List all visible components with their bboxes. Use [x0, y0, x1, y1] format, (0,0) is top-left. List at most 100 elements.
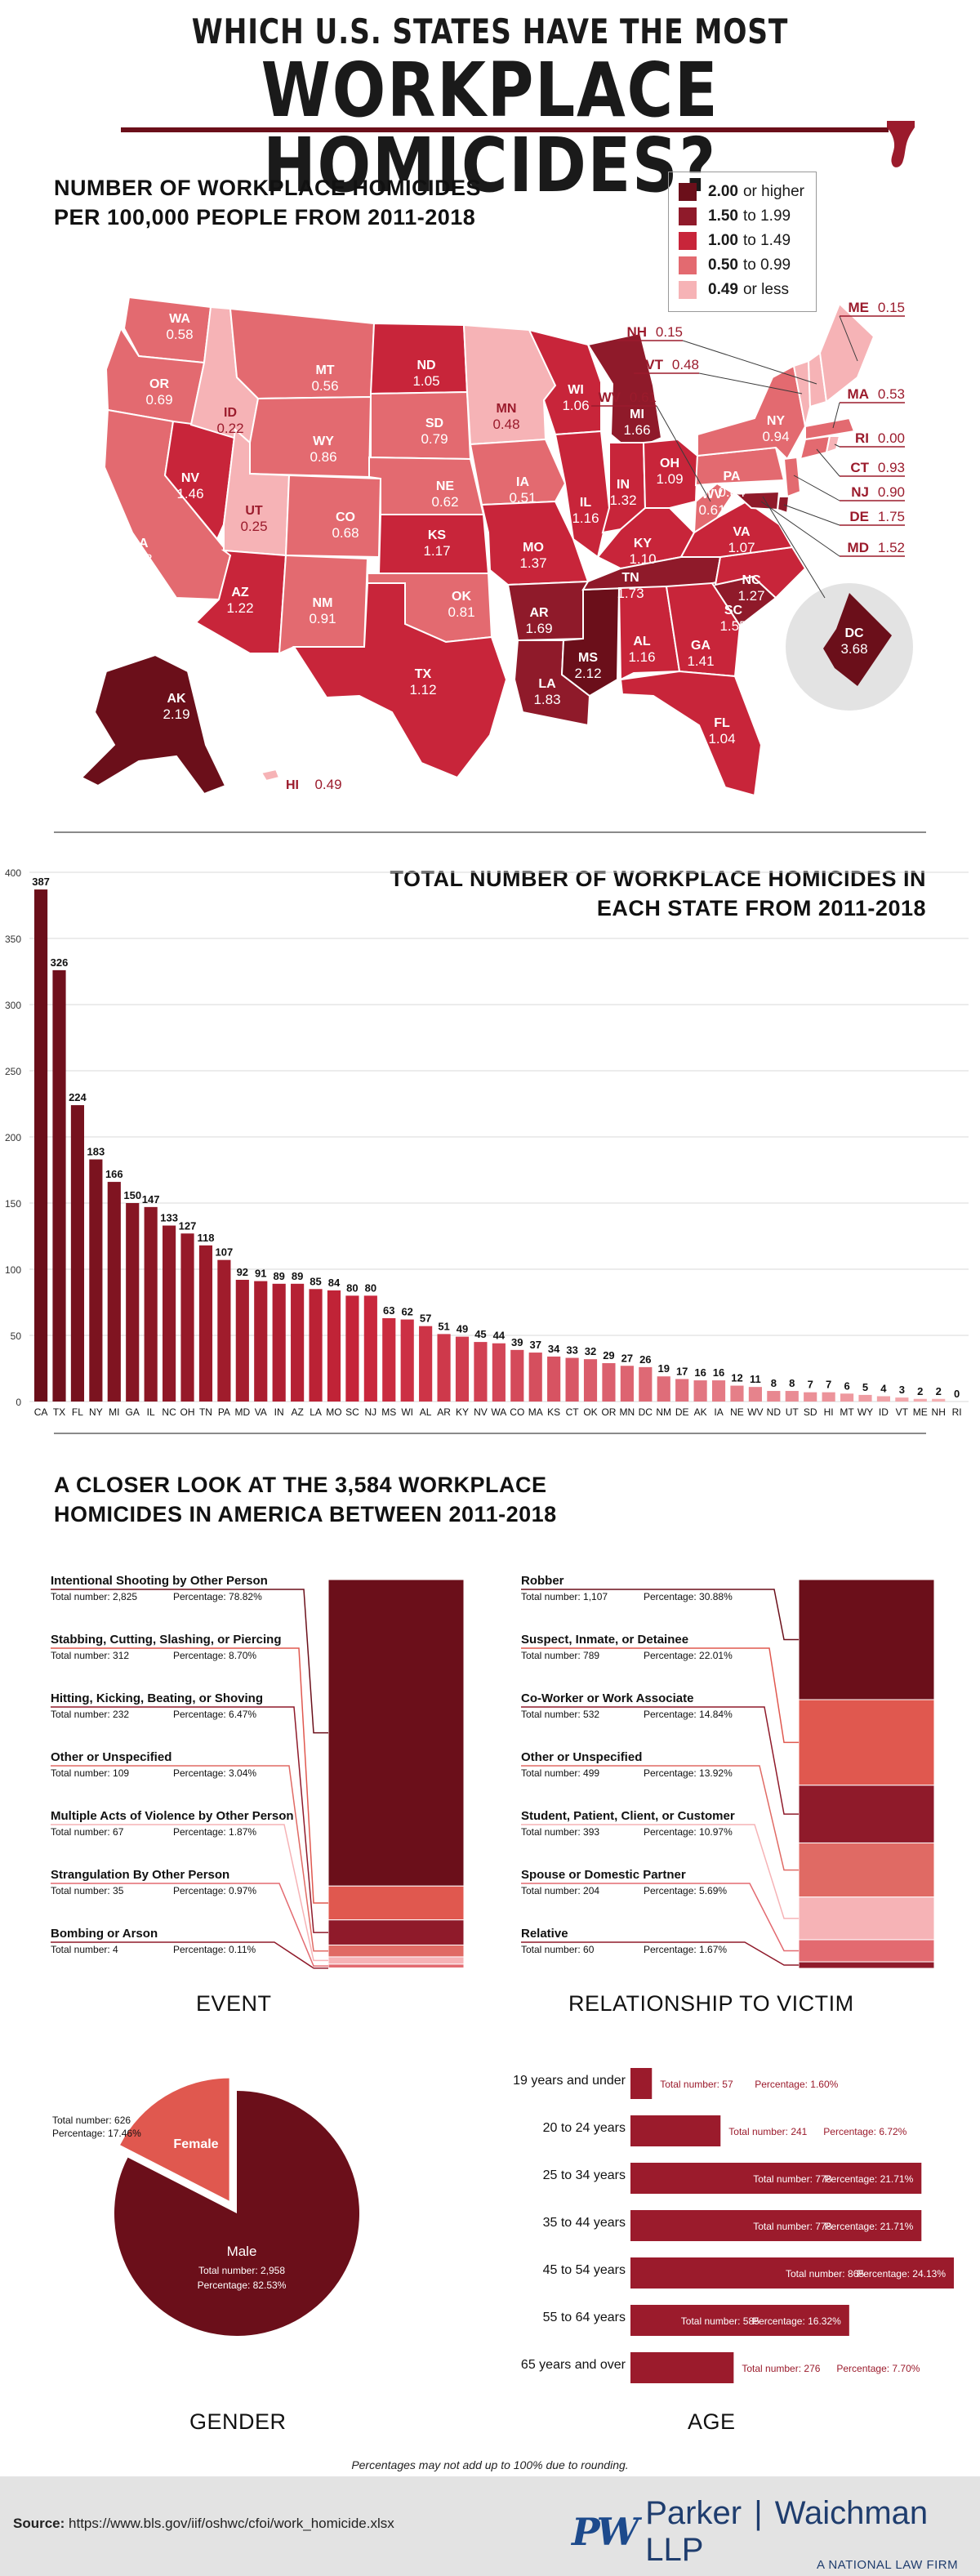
state-rate: 1.09 — [656, 471, 683, 487]
state-label-mi: MI1.66 — [623, 408, 650, 438]
source-link[interactable]: https://www.bls.gov/iif/oshwc/cfoi/work_… — [69, 2516, 394, 2531]
state-abbr: GA — [691, 639, 710, 653]
x-tick-label: CT — [566, 1406, 580, 1418]
callout-abbr: DE — [849, 509, 869, 524]
state-tx — [292, 582, 508, 779]
bar-value-label: 84 — [328, 1277, 341, 1289]
state-abbr: VA — [733, 525, 750, 539]
map-states: WA0.58OR0.69CA0.98NV1.46ID0.22MT0.56WY0.… — [80, 296, 875, 797]
bar-value-label: 387 — [32, 876, 50, 888]
section-divider-1 — [54, 831, 926, 833]
y-tick-label: 200 — [5, 1132, 21, 1143]
age-total: Total number: 865 — [786, 2268, 864, 2280]
state-wy — [249, 395, 372, 479]
state-label-va: VA1.07 — [728, 525, 755, 555]
state-ct — [799, 435, 831, 461]
legend-swatch — [679, 256, 697, 274]
bar-oh — [180, 1233, 194, 1402]
state-label-in: IN1.32 — [609, 478, 636, 508]
relationship-pct: Percentage: 14.84% — [644, 1709, 733, 1720]
relationship-total: Total number: 1,107 — [521, 1591, 608, 1602]
age-pct: Percentage: 1.60% — [755, 2079, 838, 2090]
dc-inset: DC3.68 — [762, 496, 913, 711]
event-label: Strangulation By Other Person — [51, 1868, 229, 1882]
callout-ma: MA 0.53 — [832, 386, 905, 429]
hi-label: HI 0.49 — [286, 777, 342, 792]
bar-value-label: 118 — [197, 1232, 214, 1244]
state-rate: 1.46 — [176, 486, 203, 501]
bar-value-label: 57 — [420, 1313, 431, 1325]
callout-leader — [783, 504, 840, 526]
age-label: 20 to 24 years — [543, 2121, 626, 2135]
relationship-label: Robber — [521, 1574, 564, 1588]
y-tick-label: 250 — [5, 1066, 21, 1077]
x-tick-label: NH — [932, 1406, 946, 1418]
pie-total-female: Total number: 626 — [52, 2115, 131, 2126]
state-abbr: MS — [578, 651, 598, 665]
bar-pa — [217, 1259, 231, 1402]
state-label-co: CO0.68 — [332, 510, 359, 541]
state-rate: 1.10 — [629, 551, 656, 567]
bar-value-label: 85 — [310, 1275, 321, 1287]
state-rate: 3.68 — [840, 641, 867, 657]
age-bar — [630, 2163, 922, 2194]
legend-swatch — [679, 183, 697, 201]
legend-label: to 1.49 — [742, 232, 791, 249]
bar-value-label: 51 — [438, 1320, 449, 1332]
x-tick-label: CA — [34, 1406, 48, 1418]
age-pct: Percentage: 16.32% — [752, 2315, 841, 2327]
firm-logo-mark: PW — [572, 2510, 639, 2554]
state-rate: 0.86 — [310, 449, 336, 465]
state-ak — [80, 653, 227, 796]
callout-vt: VT 0.48 — [634, 357, 803, 394]
x-tick-label: NY — [89, 1406, 103, 1418]
map-heading: NUMBER OF WORKPLACE HOMICIDES PER 100,00… — [54, 173, 481, 232]
state-abbr: ND — [416, 359, 435, 372]
bar-wv — [748, 1387, 762, 1402]
state-rate: 1.04 — [708, 731, 735, 747]
event-row: Bombing or Arson Total number: 4 Percentag… — [51, 1927, 328, 1969]
bar-nj — [363, 1295, 377, 1402]
relationship-segment — [798, 1939, 935, 1963]
x-tick-label: MO — [326, 1406, 341, 1418]
y-tick-label: 400 — [5, 867, 21, 879]
y-tick-label: 50 — [11, 1330, 22, 1342]
callout-abbr: WV — [599, 390, 621, 405]
callout-rate: 0.00 — [878, 430, 905, 446]
breakdown-charts: Intentional Shooting by Other Person Tota… — [51, 1574, 954, 2383]
relationship-label: Suspect, Inmate, or Detainee — [521, 1633, 688, 1647]
state-label-nc: NC1.27 — [737, 573, 764, 604]
relationship-pct: Percentage: 22.01% — [644, 1650, 733, 1661]
legend-label: or less — [742, 281, 789, 298]
event-segment — [327, 1963, 465, 1968]
age-total: Total number: 778 — [753, 2221, 831, 2232]
bar-value-label: 63 — [383, 1304, 394, 1317]
pie-total-male: Total number: 2,958 — [198, 2265, 285, 2276]
state-abbr: HI — [286, 778, 299, 792]
event-row: Stabbing, Cutting, Slashing, or Piercing… — [51, 1633, 328, 1904]
bar-ut — [785, 1391, 799, 1402]
x-tick-label: OK — [583, 1406, 597, 1418]
state-abbr: IL — [580, 496, 591, 510]
bar-value-label: 8 — [789, 1377, 795, 1389]
bar-id — [876, 1396, 890, 1402]
state-abbr: MO — [523, 541, 544, 555]
firm-name: Parker | Waichman LLP — [645, 2495, 980, 2569]
x-tick-label: NE — [730, 1406, 744, 1418]
closer-look-heading-line-1: A CLOSER LOOK AT THE 3,584 WORKPLACE — [54, 1473, 547, 1497]
event-leader — [51, 1765, 328, 1952]
state-abbr: IA — [516, 475, 529, 489]
state-label-mo: MO1.37 — [519, 541, 546, 571]
bar-co — [510, 1349, 524, 1402]
bar-value-label: 6 — [844, 1379, 849, 1392]
y-tick-label: 0 — [16, 1397, 21, 1408]
bar-nv — [474, 1342, 488, 1402]
state-abbr: DC — [844, 626, 864, 640]
bar-value-label: 45 — [474, 1328, 486, 1340]
state-abbr: AZ — [231, 586, 249, 599]
callout-abbr: VT — [645, 357, 663, 372]
relationship-segment — [798, 1785, 935, 1843]
event-row: Other or Unspecified Total number: 109 Per… — [51, 1750, 328, 1952]
callout-abbr: RI — [855, 430, 869, 446]
age-caption: AGE — [688, 2409, 736, 2434]
